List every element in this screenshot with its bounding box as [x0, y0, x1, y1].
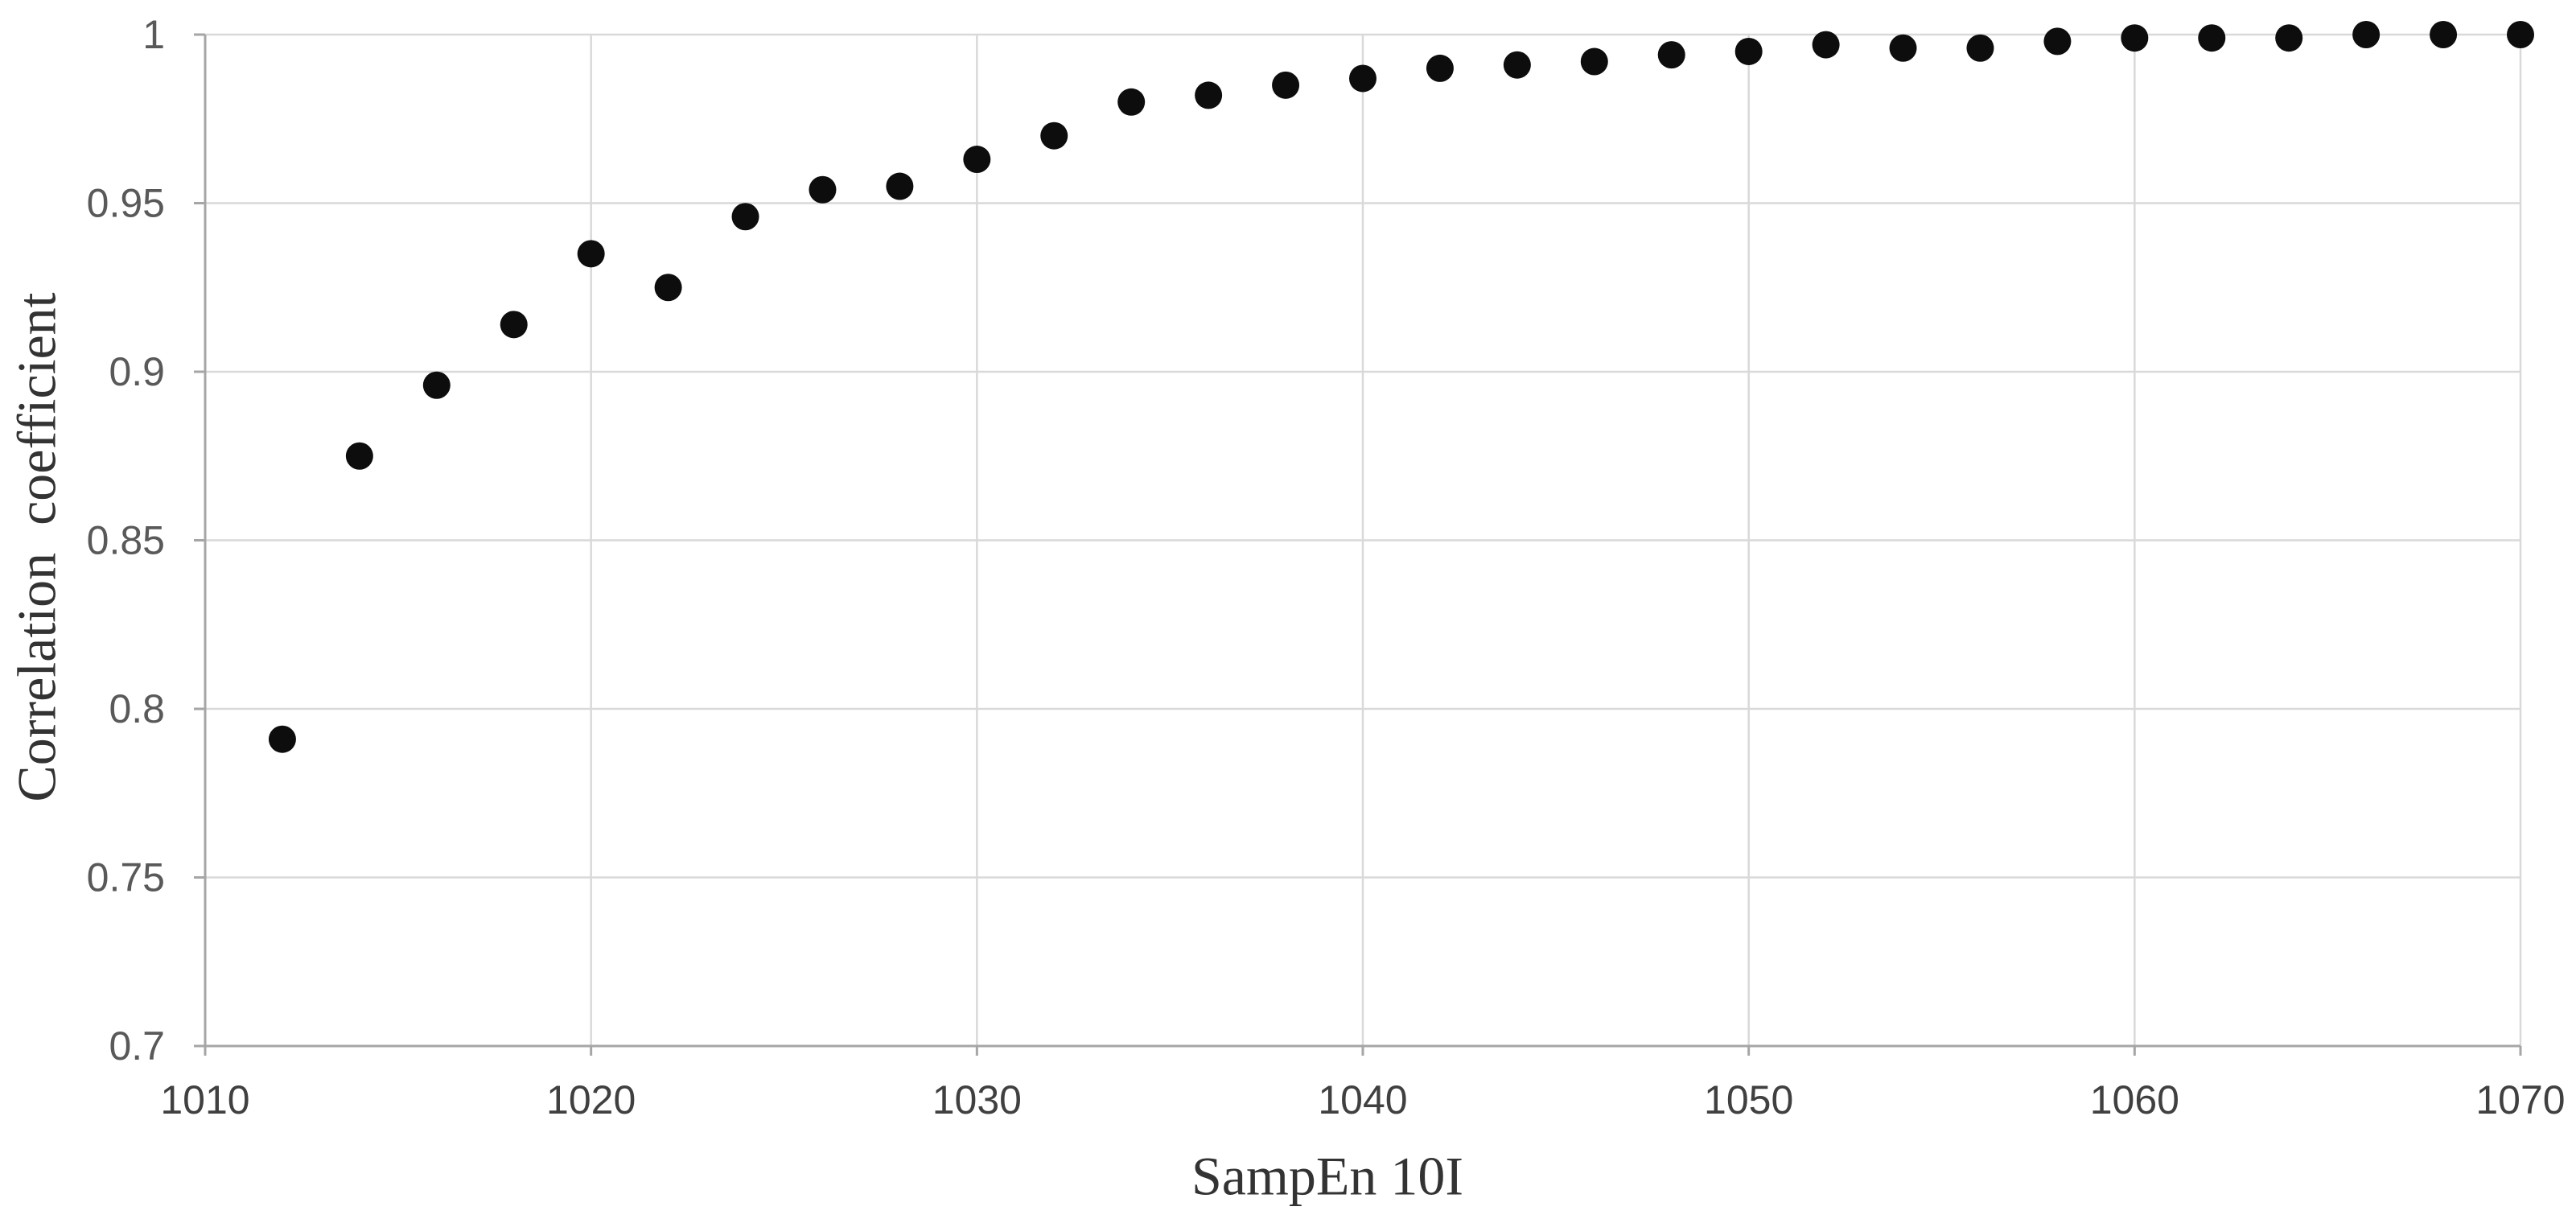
data-point: [2352, 21, 2381, 48]
data-point: [1657, 41, 1685, 69]
y-tick-label: 0.85: [87, 518, 165, 563]
x-tick-label: 1010: [160, 1077, 249, 1122]
data-point: [963, 146, 991, 174]
data-point: [1503, 51, 1531, 79]
data-point: [2430, 21, 2458, 48]
x-axis-title: SampEn 10I: [1191, 1145, 1464, 1207]
x-tick-label: 1020: [546, 1077, 636, 1122]
x-tick-label: 1040: [1318, 1077, 1407, 1122]
data-point: [1195, 81, 1223, 109]
data-point: [2275, 24, 2303, 52]
data-point: [1812, 31, 1840, 59]
data-point: [731, 203, 759, 231]
x-tick-label: 1030: [932, 1077, 1022, 1122]
data-point: [2198, 24, 2226, 52]
y-tick-label: 0.95: [87, 181, 165, 226]
data-point: [1349, 64, 1376, 93]
y-tick-label: 0.75: [87, 855, 165, 900]
data-point: [2121, 24, 2149, 52]
data-point: [1734, 37, 1763, 65]
data-point: [1426, 54, 1454, 82]
x-tick-label: 1070: [2475, 1077, 2565, 1122]
data-point: [1272, 71, 1300, 99]
data-point: [1889, 34, 1917, 62]
data-point: [2507, 21, 2534, 48]
data-point: [886, 172, 914, 200]
data-point: [1117, 88, 1146, 116]
y-axis-title: Correlation coefficient: [6, 292, 68, 802]
x-tick-label: 1060: [2090, 1077, 2179, 1122]
y-tick-label: 1: [142, 12, 165, 57]
data-point: [345, 442, 373, 470]
y-tick-label: 0.8: [109, 686, 165, 731]
data-point: [1966, 34, 1994, 62]
data-point: [2043, 27, 2072, 56]
data-point: [809, 175, 837, 204]
data-point: [654, 274, 682, 302]
data-point: [577, 240, 605, 268]
data-point: [268, 725, 296, 753]
data-point: [500, 311, 528, 339]
data-point: [422, 371, 451, 399]
data-point: [1040, 121, 1068, 150]
x-tick-label: 1050: [1704, 1077, 1793, 1122]
y-tick-label: 0.9: [109, 349, 165, 394]
y-tick-label: 0.7: [109, 1023, 165, 1069]
data-point: [1580, 47, 1608, 76]
